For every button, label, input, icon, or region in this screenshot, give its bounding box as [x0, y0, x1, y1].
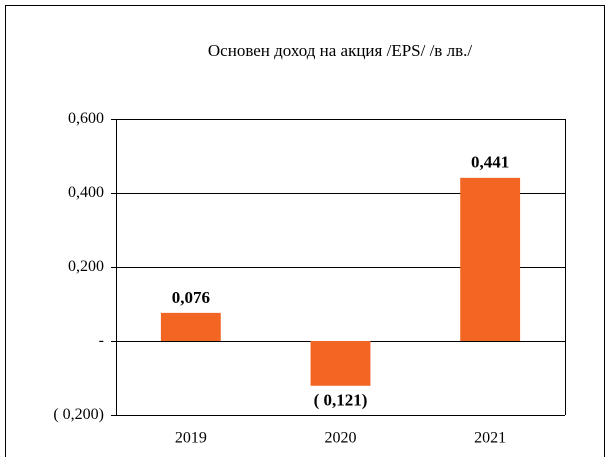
- bar: [460, 177, 521, 341]
- bar: [310, 341, 371, 386]
- chart-title: Основен доход на акция /EPS/ /в лв./: [208, 41, 472, 60]
- y-tick-label: 0,600: [68, 110, 104, 127]
- y-tick-label: -: [99, 332, 104, 349]
- value-label: 0,441: [471, 153, 509, 172]
- y-tick-label: ( 0,200): [53, 406, 104, 423]
- y-tick-label: 0,200: [68, 258, 104, 275]
- x-tick-label: 2020: [325, 430, 357, 447]
- value-label: ( 0,121): [314, 391, 368, 410]
- bar: [160, 312, 221, 341]
- x-tick-label: 2021: [474, 430, 506, 447]
- value-label: 0,076: [172, 288, 210, 307]
- y-tick-label: 0,400: [68, 184, 104, 201]
- x-tick-label: 2019: [175, 430, 207, 447]
